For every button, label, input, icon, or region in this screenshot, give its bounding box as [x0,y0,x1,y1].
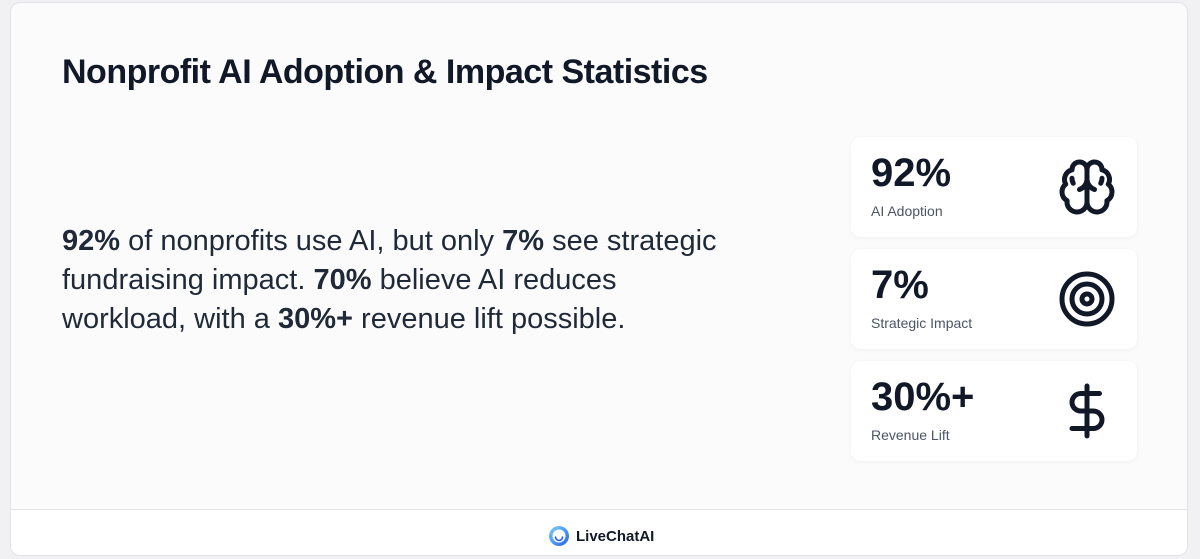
title: Nonprofit AI Adoption & Impact Statistic… [62,53,708,91]
summary-highlight: 70% [313,264,372,296]
dollar-icon [1069,383,1105,439]
stat-value: 7% [871,263,929,307]
brand-name: LiveChatAI [576,527,655,545]
summary-highlight: 92% [62,225,121,257]
stat-label: Revenue Lift [871,427,950,443]
stat-value: 92% [871,151,952,195]
stat-label: AI Adoption [871,203,943,219]
stat-card: 30%+ Revenue Lift [851,361,1137,461]
summary-text: of nonprofits use AI, but only [120,225,503,257]
summary: 92% of nonprofits use AI, but only 7% se… [62,222,722,339]
brand-logo [549,526,569,546]
slide: Nonprofit AI Adoption & Impact Statistic… [10,2,1188,556]
stat-label: Strategic Impact [871,315,973,331]
brand: LiveChatAI [548,525,654,547]
footer: LiveChatAI [11,509,1187,555]
summary-text: see strategic fundraising impact. [62,225,717,296]
stat-value: 30%+ [871,375,975,419]
summary-highlight: 30%+ [278,303,353,335]
summary-text: revenue lift possible. [352,303,626,335]
target-icon [1059,271,1115,327]
summary-text: believe AI reduces workload, with a [62,264,617,335]
brain-icon [1059,159,1115,215]
stat-card: 92% AI Adoption [851,137,1137,237]
stat-card: 7% Strategic Impact [851,249,1137,349]
summary-highlight: 7% [502,225,545,257]
